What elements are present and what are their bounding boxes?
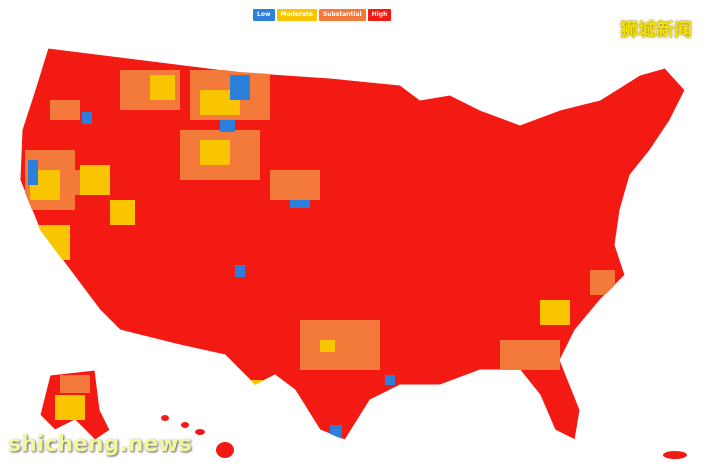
county-region [55,395,85,420]
county-region [385,375,395,385]
island [195,429,205,435]
county-region [330,425,342,440]
county-region [320,340,335,352]
island [216,442,234,458]
county-region [82,112,92,124]
county-region [540,300,570,325]
county-region [250,380,270,405]
alaska [39,369,111,441]
hawaii [161,415,234,458]
island [181,422,189,428]
county-region [230,75,250,100]
county-region [80,165,110,195]
legend-item: Moderate [276,9,317,21]
county-region [60,375,90,393]
legend: Low Moderate Substantial High [253,9,392,21]
contiguous-us [19,47,686,441]
legend-item: High [367,9,392,21]
county-region [150,75,175,100]
watermark: shicheng.news [8,432,192,457]
watermark: 狮城新闻 [620,20,692,41]
county-region [590,270,615,295]
puerto-rico [663,451,687,459]
legend-item: Substantial [318,9,366,21]
county-region [28,160,38,185]
county-region [220,120,235,132]
county-region [50,100,80,120]
county-region [60,170,80,195]
county-region [110,200,135,225]
county-region [270,170,320,200]
us-outline [19,47,686,441]
county-region [500,340,560,370]
county-region [200,140,230,165]
legend-item: Low [253,9,275,21]
county-region [235,265,245,277]
county-region [35,225,70,260]
island [161,415,169,421]
county-region [290,200,310,208]
county-region [300,320,380,370]
